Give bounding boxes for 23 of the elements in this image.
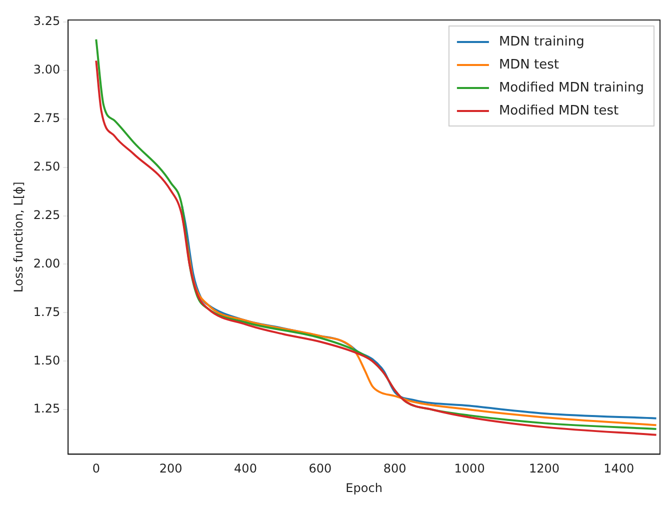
y-tick-label: 1.25 [33, 402, 60, 416]
legend-label: MDN training [498, 34, 584, 50]
x-axis-title: Epoch [346, 480, 382, 495]
y-axis-title: Loss function, L[ϕ] [11, 182, 26, 292]
x-tick-label: 600 [308, 462, 332, 476]
y-tick-label: 1.75 [33, 304, 60, 319]
legend-label: Modified MDN training [498, 80, 644, 96]
x-tick-label: 800 [383, 462, 406, 476]
y-tick-label: 3.25 [33, 14, 60, 28]
x-tick-label: 200 [159, 462, 182, 476]
x-tick-label: 1000 [454, 462, 485, 476]
x-tick-label: 1400 [604, 462, 634, 476]
x-tick-label: 1200 [528, 462, 560, 476]
x-tick-label: 400 [234, 462, 257, 476]
legend-label: Modified MDN test [498, 103, 619, 118]
legend-label: MDN test [498, 57, 560, 72]
x-tick-label: 0 [92, 462, 100, 476]
y-tick-label: 2.00 [33, 256, 60, 270]
y-tick-label: 2.50 [33, 159, 60, 174]
y-tick-label: 2.75 [33, 110, 60, 125]
y-tick-label: 3.00 [33, 62, 60, 77]
y-tick-label: 1.50 [33, 353, 60, 368]
y-tick-label: 2.25 [33, 208, 60, 222]
